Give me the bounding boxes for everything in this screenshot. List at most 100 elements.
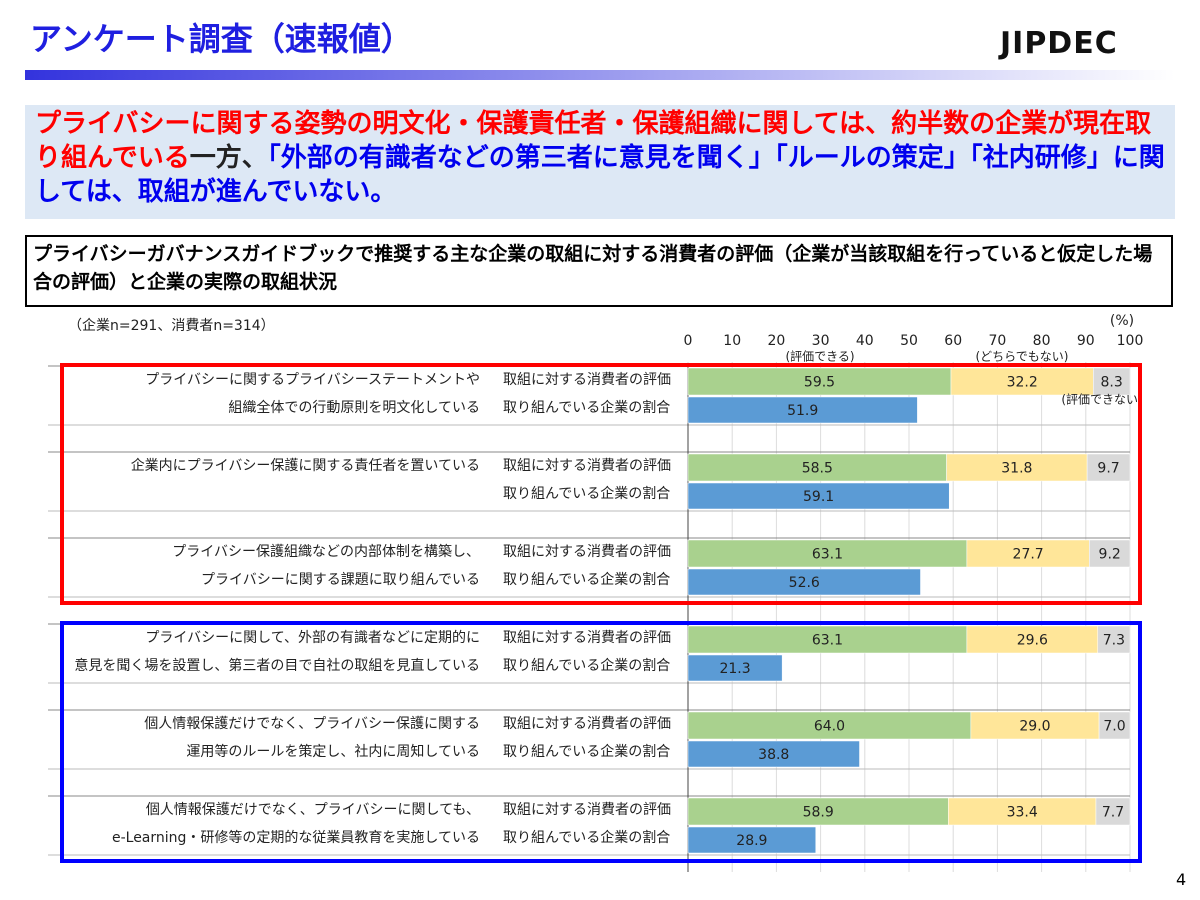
row-label: 取組に対する消費者の評価 <box>503 802 671 818</box>
unit-label: (%) <box>1110 313 1134 329</box>
bar <box>687 711 972 740</box>
value-label: 29.6 <box>1017 633 1048 649</box>
value-label: 64.0 <box>814 719 845 735</box>
x-tick-label: 20 <box>767 333 785 349</box>
x-tick-label: 50 <box>900 333 918 349</box>
item-label: 運用等のルールを策定し、社内に周知している <box>186 743 480 760</box>
bar <box>687 797 949 826</box>
chart-note: （企業n=291、消費者n=314） <box>68 317 275 334</box>
group-frame <box>60 363 1142 605</box>
value-label: 32.2 <box>1007 375 1038 391</box>
row-label: 取組に対する消費者の評価 <box>503 458 671 474</box>
item-label: e-Learning・研修等の定期的な従業員教育を実施している <box>112 829 480 846</box>
bar <box>687 568 921 596</box>
row-label: 取り組んでいる企業の割合 <box>503 657 670 674</box>
summary-black: 一方、 <box>189 143 268 173</box>
row-label: 取り組んでいる企業の割合 <box>503 743 670 760</box>
legend-label: (どちらでもない) <box>975 350 1068 364</box>
bar <box>687 826 816 854</box>
x-tick-label: 90 <box>1077 333 1095 349</box>
row-label: 取り組んでいる企業の割合 <box>503 829 670 846</box>
value-label: 59.1 <box>803 489 834 505</box>
row-label: 取組に対する消費者の評価 <box>503 372 671 388</box>
x-tick-label: 100 <box>1117 333 1144 349</box>
row-label: 取組に対する消費者の評価 <box>503 716 671 732</box>
value-label: 33.4 <box>1007 805 1038 821</box>
value-label: 7.7 <box>1102 805 1124 821</box>
row-label: 取り組んでいる企業の割合 <box>503 485 670 502</box>
bar <box>687 740 860 768</box>
item-label: プライバシー保護組織などの内部体制を構築し、 <box>172 544 480 560</box>
x-tick-label: 80 <box>1033 333 1051 349</box>
bar <box>948 797 1097 826</box>
value-label: 9.7 <box>1097 461 1119 477</box>
value-label: 59.5 <box>804 375 835 391</box>
summary-red: プライバシーに関する姿勢の明文化・保護責任者・保護組織に関しては、約半数の企業が… <box>35 109 1152 173</box>
item-label: プライバシーに関して、外部の有識者などに定期的に <box>145 630 480 646</box>
bar <box>687 367 952 396</box>
x-tick-label: 70 <box>988 333 1006 349</box>
chart-heading: プライバシーガバナンスガイドブックで推奨する主な企業の取組に対する消費者の評価（… <box>25 235 1173 307</box>
bar <box>966 539 1090 568</box>
value-label: 63.1 <box>812 547 843 563</box>
value-label: 27.7 <box>1013 547 1044 563</box>
group-frame <box>60 621 1142 863</box>
bar <box>687 482 950 510</box>
page-number: 4 <box>1176 870 1187 889</box>
x-tick-label: 30 <box>812 333 830 349</box>
value-label: 28.9 <box>736 833 767 849</box>
x-tick-label: 10 <box>723 333 741 349</box>
item-label: 個人情報保護だけでなく、プライバシーに関しても、 <box>146 802 480 818</box>
bar <box>687 396 918 424</box>
value-label: 52.6 <box>789 575 820 591</box>
title-underline <box>25 70 1175 80</box>
x-tick-label: 40 <box>856 333 874 349</box>
summary: プライバシーに関する姿勢の明文化・保護責任者・保護組織に関しては、約半数の企業が… <box>25 105 1175 219</box>
bar <box>687 625 968 654</box>
x-tick-label: 0 <box>684 333 693 349</box>
bar <box>1086 453 1131 482</box>
bar <box>1098 711 1131 740</box>
bar <box>687 539 968 568</box>
summary-blue: 「外部の有識者などの第三者に意見を聞く」「ルールの策定」「社内研修」に関しては、… <box>35 143 1165 207</box>
bar <box>687 654 783 682</box>
value-label: 29.0 <box>1019 719 1050 735</box>
item-label: 組織全体での行動原則を明文化している <box>228 399 480 416</box>
x-tick-label: 60 <box>944 333 962 349</box>
bar <box>950 367 1094 396</box>
bar <box>946 453 1088 482</box>
row-label: 取り組んでいる企業の割合 <box>503 399 670 416</box>
bar <box>1097 625 1131 654</box>
item-label: 個人情報保護だけでなく、プライバシー保護に関する <box>144 716 480 732</box>
value-label: 7.0 <box>1103 719 1125 735</box>
value-label: 8.3 <box>1101 375 1123 391</box>
value-label: 9.2 <box>1099 547 1121 563</box>
value-label: 31.8 <box>1001 461 1032 477</box>
legend-label: (評価できない) <box>1061 392 1142 407</box>
bar <box>1089 539 1131 568</box>
bar <box>966 625 1098 654</box>
value-label: 38.8 <box>758 747 789 763</box>
value-label: 58.9 <box>803 805 834 821</box>
legend-label: (評価できる) <box>785 349 854 364</box>
value-label: 63.1 <box>812 633 843 649</box>
bar <box>1093 367 1131 396</box>
value-label: 21.3 <box>719 661 750 677</box>
row-label: 取り組んでいる企業の割合 <box>503 571 670 588</box>
value-label: 51.9 <box>787 403 818 419</box>
item-label: プライバシーに関する課題に取り組んでいる <box>201 572 480 588</box>
value-label: 7.3 <box>1103 633 1125 649</box>
row-label: 取組に対する消費者の評価 <box>503 630 671 646</box>
item-label: 企業内にプライバシー保護に関する責任者を置いている <box>131 457 480 474</box>
item-label: 意見を聞く場を設置し、第三者の目で自社の取組を見直している <box>74 657 480 674</box>
item-label: プライバシーに関するプライバシーステートメントや <box>145 372 480 388</box>
slide-title: アンケート調査（速報値） <box>30 20 413 58</box>
bar <box>1095 797 1131 826</box>
logo: JIPDEC <box>1000 26 1118 61</box>
value-label: 58.5 <box>802 461 833 477</box>
bar <box>687 453 947 482</box>
bar <box>970 711 1100 740</box>
row-label: 取組に対する消費者の評価 <box>503 544 671 560</box>
